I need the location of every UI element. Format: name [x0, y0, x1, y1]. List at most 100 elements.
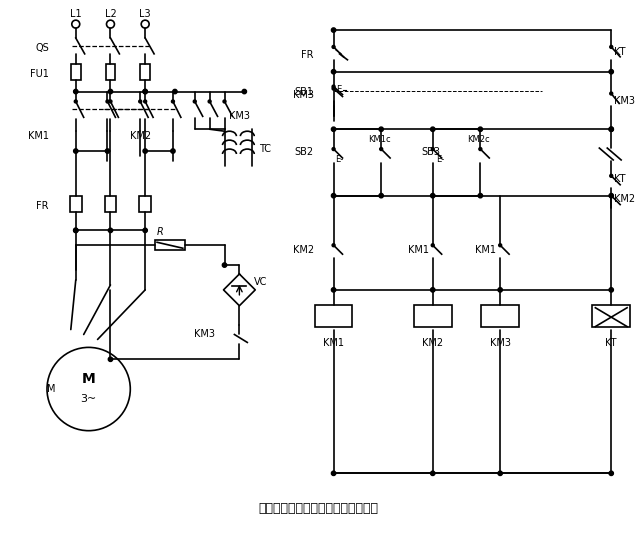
Circle shape	[380, 148, 383, 150]
Text: QS: QS	[35, 43, 49, 53]
Circle shape	[478, 127, 483, 131]
Text: KM2: KM2	[292, 245, 314, 255]
Circle shape	[610, 194, 612, 197]
Text: KM2: KM2	[614, 194, 636, 204]
Circle shape	[144, 100, 147, 103]
Bar	[104, 195, 116, 211]
Text: E-: E-	[436, 155, 444, 165]
Circle shape	[498, 471, 502, 475]
Text: SB1: SB1	[295, 87, 314, 97]
Text: KM3: KM3	[614, 97, 636, 107]
Circle shape	[610, 92, 612, 95]
Circle shape	[332, 148, 335, 150]
Circle shape	[108, 357, 113, 361]
Text: KM1: KM1	[476, 245, 497, 255]
Circle shape	[478, 193, 483, 198]
Text: KM1c: KM1c	[368, 135, 390, 144]
Text: KT: KT	[614, 47, 626, 57]
Circle shape	[109, 100, 112, 103]
Circle shape	[431, 193, 435, 198]
Circle shape	[379, 193, 383, 198]
Text: KM3: KM3	[194, 329, 215, 339]
Circle shape	[479, 148, 482, 150]
Circle shape	[74, 149, 78, 153]
Circle shape	[143, 89, 147, 94]
Text: KT: KT	[605, 338, 617, 349]
Circle shape	[74, 100, 77, 103]
Circle shape	[143, 89, 147, 94]
Circle shape	[223, 100, 226, 103]
Circle shape	[332, 46, 335, 48]
Text: KM1: KM1	[323, 338, 344, 349]
Circle shape	[609, 193, 613, 198]
Bar	[106, 64, 115, 80]
Bar	[481, 305, 519, 327]
Circle shape	[139, 100, 141, 103]
Text: FR: FR	[36, 200, 49, 211]
Circle shape	[332, 85, 335, 88]
Bar	[155, 240, 185, 250]
Circle shape	[609, 70, 613, 74]
Bar	[140, 195, 151, 211]
Bar	[140, 64, 150, 80]
Text: L2: L2	[104, 9, 116, 19]
Text: VC: VC	[254, 277, 268, 287]
Circle shape	[332, 288, 336, 292]
Circle shape	[108, 228, 113, 233]
Circle shape	[74, 89, 78, 94]
Text: KM2: KM2	[131, 131, 152, 141]
Bar	[593, 305, 630, 327]
Text: KM2c: KM2c	[467, 135, 490, 144]
Text: SB3: SB3	[421, 147, 440, 157]
Circle shape	[332, 28, 336, 32]
Circle shape	[108, 89, 113, 94]
Circle shape	[610, 46, 612, 48]
Circle shape	[498, 288, 502, 292]
Circle shape	[431, 127, 435, 131]
Circle shape	[610, 175, 612, 177]
Circle shape	[193, 100, 196, 103]
Circle shape	[431, 288, 435, 292]
Text: E: E	[337, 85, 342, 94]
Text: KM2: KM2	[422, 338, 444, 349]
Circle shape	[609, 127, 613, 131]
Circle shape	[171, 149, 175, 153]
Circle shape	[332, 87, 335, 90]
Circle shape	[172, 100, 175, 103]
Bar	[315, 305, 353, 327]
Bar	[70, 195, 82, 211]
Text: SB2: SB2	[294, 147, 314, 157]
Circle shape	[431, 471, 435, 475]
Text: KM3: KM3	[292, 89, 314, 99]
Text: TC: TC	[259, 144, 271, 154]
Circle shape	[106, 100, 109, 103]
Circle shape	[609, 127, 613, 131]
Circle shape	[173, 89, 177, 94]
Circle shape	[499, 244, 502, 247]
Circle shape	[332, 127, 336, 131]
Circle shape	[143, 228, 147, 233]
Circle shape	[609, 471, 613, 475]
Circle shape	[332, 244, 335, 247]
Text: 电动机可逆运行的能耗制动控制线路: 电动机可逆运行的能耗制动控制线路	[259, 502, 379, 514]
Text: M: M	[47, 384, 56, 394]
Bar	[71, 64, 81, 80]
Circle shape	[609, 288, 613, 292]
Circle shape	[74, 228, 78, 233]
Text: L1: L1	[70, 9, 81, 19]
Circle shape	[222, 263, 227, 267]
Text: KT: KT	[614, 174, 626, 184]
Circle shape	[332, 70, 336, 74]
Circle shape	[143, 149, 147, 153]
Text: M: M	[82, 372, 95, 386]
Circle shape	[379, 127, 383, 131]
Circle shape	[74, 228, 78, 233]
Bar	[414, 305, 452, 327]
Circle shape	[332, 193, 336, 198]
Text: 3~: 3~	[81, 394, 97, 404]
Circle shape	[431, 148, 434, 150]
Circle shape	[208, 100, 211, 103]
Circle shape	[106, 149, 109, 153]
Text: L3: L3	[140, 9, 151, 19]
Text: KM3: KM3	[490, 338, 511, 349]
